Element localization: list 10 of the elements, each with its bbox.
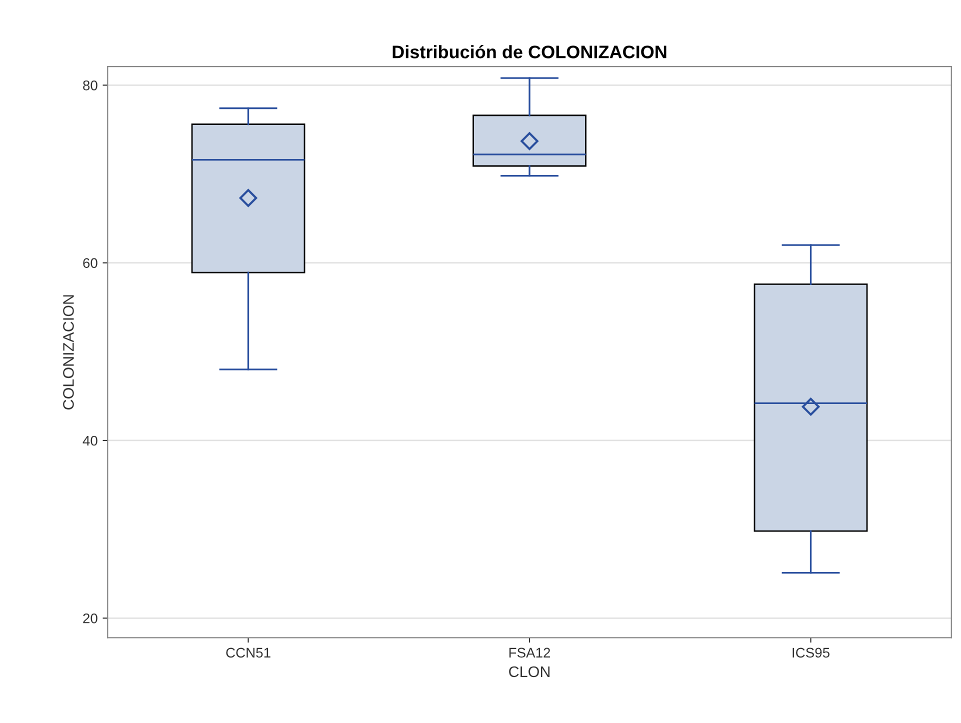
y-tick-label: 20 <box>83 613 98 624</box>
chart-title: Distribución de COLONIZACION <box>392 44 666 58</box>
x-tick-label: CCN51 <box>226 648 270 658</box>
x-tick-label: FSA12 <box>509 648 550 658</box>
x-axis-title: CLON <box>509 666 550 678</box>
y-tick-label: 60 <box>83 258 98 268</box>
y-tick-label: 40 <box>82 436 98 446</box>
x-tick-label: ICS95 <box>792 648 830 658</box>
y-tick-label: 80 <box>83 80 98 90</box>
y-axis-title: COLONIZACION <box>63 295 74 410</box>
